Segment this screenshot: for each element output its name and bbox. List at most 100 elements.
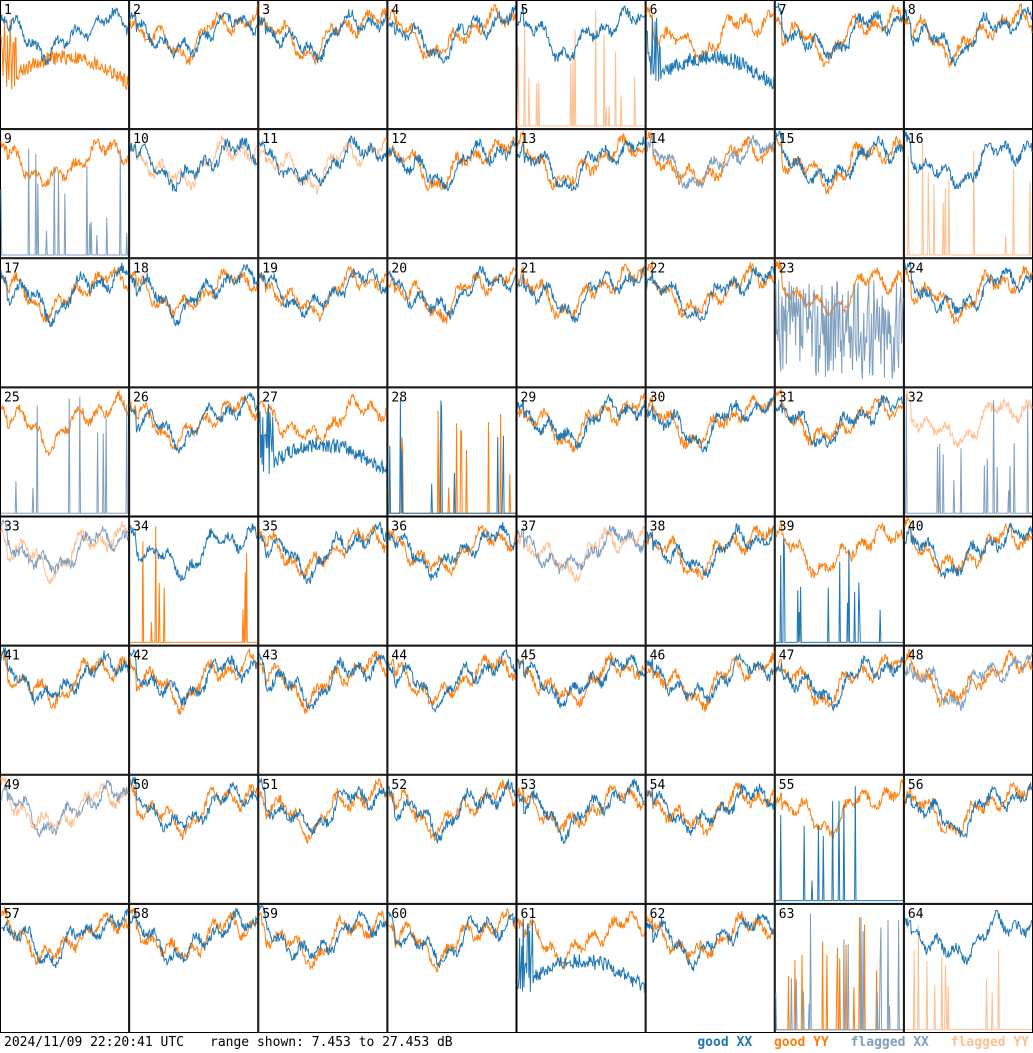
panel-6: 6 [645, 0, 775, 130]
panel-38: 38 [645, 516, 775, 646]
series-yy [646, 394, 775, 450]
series-xx [904, 909, 1033, 966]
panel-64: 64 [903, 903, 1033, 1033]
panel-frame [258, 516, 388, 646]
series-xx [646, 17, 775, 90]
panel-12: 12 [387, 129, 517, 259]
series-xx [387, 137, 516, 192]
series-yy [517, 652, 646, 708]
panel-label: 62 [650, 907, 666, 922]
series-xx [388, 399, 516, 514]
series-yy [387, 266, 516, 324]
panel-57: 57 [0, 903, 130, 1033]
series-yy [904, 2, 1033, 69]
panel-frame [258, 0, 388, 130]
panel-20: 20 [387, 258, 517, 388]
panel-label: 18 [133, 261, 149, 276]
panel-34: 34 [129, 516, 259, 646]
series-xx [775, 913, 903, 1031]
series-yy [904, 266, 1033, 325]
panel-label: 40 [908, 520, 924, 535]
panel-13: 13 [516, 129, 646, 259]
series-xx [904, 260, 1033, 315]
series-yy [775, 133, 904, 195]
series-yy [904, 517, 1033, 575]
series-xx [775, 2, 904, 60]
series-yy [258, 265, 387, 323]
series-yy [258, 909, 387, 970]
panel-label: 20 [391, 261, 407, 276]
series-yy [0, 906, 129, 966]
panel-frame [903, 516, 1033, 646]
series-yy [517, 263, 646, 321]
series-yy [904, 139, 1032, 256]
panel-29: 29 [516, 387, 646, 517]
panel-49: 49 [0, 774, 130, 904]
panel-52: 52 [387, 774, 517, 904]
panel-frame [258, 645, 388, 775]
panel-label: 50 [133, 778, 149, 793]
panel-frame [516, 129, 646, 259]
panel-label: 48 [908, 649, 924, 664]
panel-label: 44 [391, 649, 407, 664]
panel-label: 43 [262, 649, 278, 664]
panel-label: 22 [650, 261, 666, 276]
series-xx [904, 522, 1033, 580]
panel-63: 63 [774, 903, 904, 1033]
panel-frame [903, 258, 1033, 388]
panel-40: 40 [903, 516, 1033, 646]
series-yy [904, 925, 1032, 1031]
panel-label: 34 [133, 520, 149, 535]
panel-frame [0, 387, 130, 517]
panel-label: 30 [650, 390, 666, 405]
panel-5: 5 [516, 0, 646, 130]
series-xx [129, 776, 258, 833]
panel-frame [645, 0, 775, 130]
series-xx [258, 403, 387, 474]
panel-label: 57 [4, 907, 20, 922]
series-xx [129, 263, 258, 327]
panel-label: 12 [391, 132, 407, 147]
series-xx [258, 653, 387, 710]
panel-18: 18 [129, 258, 259, 388]
series-xx [775, 395, 903, 449]
panel-33: 33 [0, 516, 130, 646]
panel-21: 21 [516, 258, 646, 388]
series-xx [259, 520, 387, 585]
panel-label: 29 [521, 390, 537, 405]
series-xx [387, 779, 516, 844]
panel-frame [129, 516, 259, 646]
series-xx [775, 538, 903, 643]
series-xx [646, 395, 775, 453]
panel-31: 31 [774, 387, 904, 517]
panel-label: 33 [4, 520, 20, 535]
panel-frame [903, 129, 1033, 259]
series-xx [775, 130, 904, 187]
panel-24: 24 [903, 258, 1033, 388]
series-yy [129, 4, 258, 66]
panel-label: 47 [779, 649, 795, 664]
panel-frame [903, 774, 1033, 904]
panel-frame [774, 387, 904, 517]
panel-label: 15 [779, 132, 795, 147]
panel-44: 44 [387, 645, 517, 775]
series-xx [775, 786, 903, 902]
panel-35: 35 [258, 516, 388, 646]
series-xx [129, 523, 258, 582]
panel-55: 55 [774, 774, 904, 904]
panel-frame [129, 903, 259, 1033]
panel-label: 61 [521, 907, 537, 922]
series-yy [646, 782, 775, 836]
panel-58: 58 [129, 903, 259, 1033]
panel-label: 35 [262, 520, 278, 535]
series-xx [904, 6, 1033, 68]
panel-label: 64 [908, 907, 924, 922]
series-yy [517, 10, 645, 127]
panel-label: 31 [779, 390, 795, 405]
panel-37: 37 [516, 516, 646, 646]
panel-label: 14 [650, 132, 666, 147]
series-xx [258, 135, 387, 187]
series-yy [646, 524, 775, 581]
panel-26: 26 [129, 387, 259, 517]
series-yy [517, 910, 646, 971]
